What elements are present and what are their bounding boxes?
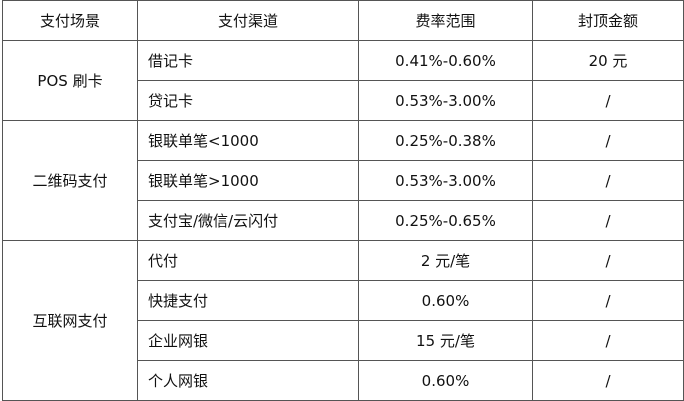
- rate-cell: 15 元/笔: [358, 320, 533, 361]
- rate-cell: 0.53%-3.00%: [358, 80, 533, 121]
- channel-cell: 银联单笔>1000: [137, 160, 359, 201]
- header-scene: 支付场景: [2, 0, 138, 41]
- rate-cell: 0.60%: [358, 360, 533, 401]
- cap-cell: /: [532, 240, 684, 281]
- channel-cell: 银联单笔<1000: [137, 120, 359, 161]
- table-row: 互联网支付 代付 2 元/笔 /: [2, 240, 684, 401]
- rate-cell: 2 元/笔: [358, 240, 533, 281]
- scene-cell: 互联网支付: [2, 240, 138, 401]
- scene-cell: POS 刷卡: [2, 40, 138, 121]
- table-row: 快捷支付 0.60% /: [3, 280, 684, 321]
- channel-cell: 支付宝/微信/云闪付: [137, 200, 359, 241]
- table-row: 支付宝/微信/云闪付 0.25%-0.65% /: [3, 200, 684, 241]
- rate-cell: 0.25%-0.65%: [358, 200, 533, 241]
- channel-cell: 贷记卡: [137, 80, 359, 121]
- header-cap: 封顶金额: [532, 0, 684, 41]
- rate-cell: 0.53%-3.00%: [358, 160, 533, 201]
- cap-cell: /: [532, 200, 684, 241]
- table-row: POS 刷卡 借记卡 0.41%-0.60% 20 元: [2, 40, 684, 121]
- table-row: 贷记卡 0.53%-3.00% /: [3, 80, 684, 121]
- header-channel: 支付渠道: [137, 0, 359, 41]
- channel-cell: 企业网银: [137, 320, 359, 361]
- table-row: 二维码支付 银联单笔<1000 0.25%-0.38% /: [2, 120, 684, 241]
- channel-cell: 代付: [137, 240, 359, 281]
- rate-cell: 0.41%-0.60%: [358, 40, 533, 81]
- cap-cell: /: [532, 120, 684, 161]
- channel-cell: 快捷支付: [137, 280, 359, 321]
- channel-cell: 个人网银: [137, 360, 359, 401]
- header-row: 支付场景 支付渠道 费率范围 封顶金额: [2, 0, 684, 41]
- table-row: 企业网银 15 元/笔 /: [3, 320, 684, 361]
- cap-cell: /: [532, 160, 684, 201]
- header-rate: 费率范围: [358, 0, 533, 41]
- rate-cell: 0.25%-0.38%: [358, 120, 533, 161]
- cap-cell: /: [532, 320, 684, 361]
- channel-cell: 借记卡: [137, 40, 359, 81]
- rate-cell: 0.60%: [358, 280, 533, 321]
- cap-cell: /: [532, 80, 684, 121]
- cap-cell: /: [532, 360, 684, 401]
- cap-cell: 20 元: [532, 40, 684, 81]
- scene-cell: 二维码支付: [2, 120, 138, 241]
- cap-cell: /: [532, 280, 684, 321]
